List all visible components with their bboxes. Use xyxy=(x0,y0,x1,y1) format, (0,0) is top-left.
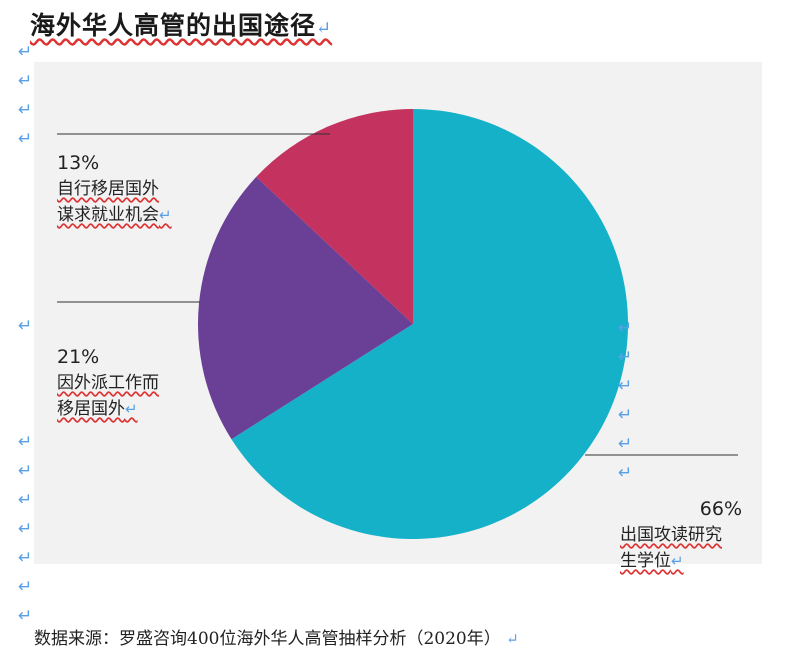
slice-text-line1: 自行移居国外 xyxy=(57,179,159,199)
slice-label-self: 13% 自行移居国外 谋求就业机会↵ xyxy=(57,150,172,228)
slice-pct: 66% xyxy=(699,498,742,520)
source-note: 数据来源：罗盛咨询400位海外华人高管抽样分析（2020年） ↵ xyxy=(34,629,519,649)
slice-text-line2: 谋求就业机会↵ xyxy=(57,205,172,225)
slice-pct: 21% xyxy=(57,346,100,368)
pie-slice-expat xyxy=(197,176,413,440)
slice-label-expat: 21% 因外派工作而 移居国外↵ xyxy=(57,344,159,422)
slice-text-line2: 移居国外↵ xyxy=(57,399,138,419)
slice-label-study: 66% 出国攻读研究 生学位↵ xyxy=(620,496,742,574)
paragraph-mark-icon: ↵ xyxy=(316,18,333,39)
slice-text-line1: 因外派工作而 xyxy=(57,373,159,393)
pie-slice-study xyxy=(231,109,629,539)
slice-text-line2: 生学位↵ xyxy=(620,551,684,571)
slice-text-line1: 出国攻读研究 xyxy=(620,525,722,545)
pie-slice-self xyxy=(256,109,413,324)
paragraph-marks-bottom: ↵ ↵ ↵ ↵ ↵ ↵ ↵ xyxy=(18,432,33,626)
slice-pct: 13% xyxy=(57,152,100,174)
paragraph-marks-top: ↵ ↵ ↵ ↵ xyxy=(18,42,33,149)
page-title: 海外华人高管的出国途径↵ xyxy=(30,11,333,40)
paragraph-marks-right: ↵ ↵ ↵ ↵ ↵ ↵ xyxy=(618,318,633,483)
paragraph-mark-mid: ↵ xyxy=(18,316,33,336)
